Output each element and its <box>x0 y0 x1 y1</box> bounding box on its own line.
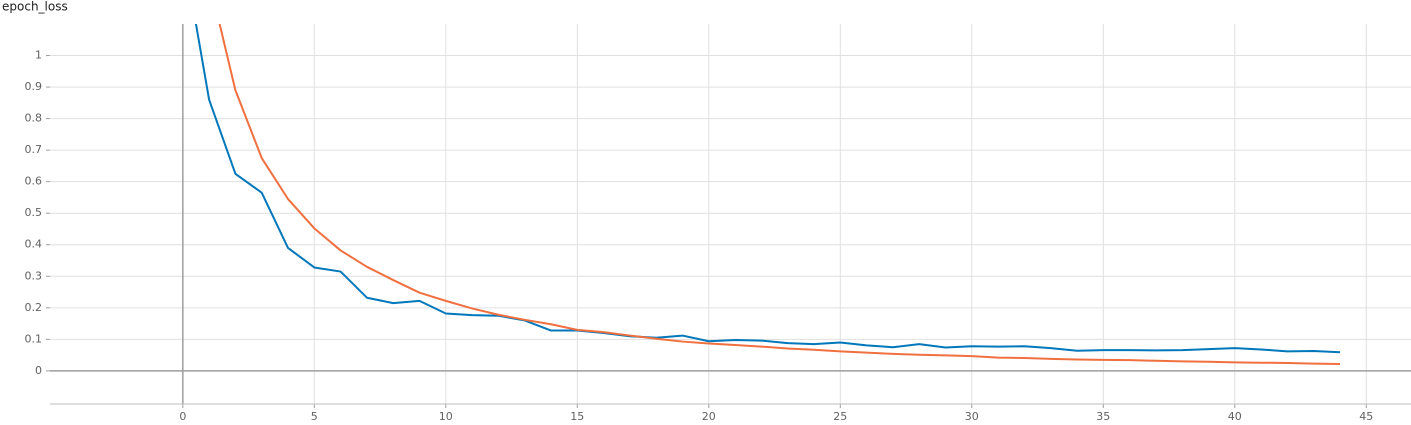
y-tick-label: 0.1 <box>25 332 43 345</box>
y-tick-label: 0.8 <box>25 112 43 125</box>
x-tick-label: 45 <box>1359 410 1373 423</box>
x-tick-label: 35 <box>1096 410 1110 423</box>
x-tick-label: 10 <box>439 410 453 423</box>
y-tick-label: 0.5 <box>25 206 43 219</box>
x-tick-label: 5 <box>311 410 318 423</box>
series-line <box>218 24 1341 365</box>
y-tick-label: 0.9 <box>25 80 43 93</box>
x-tick-label: 15 <box>570 410 584 423</box>
series-line <box>194 24 1341 354</box>
y-tick-label: 1 <box>35 49 42 62</box>
y-tick-label: 0.4 <box>25 238 43 251</box>
x-tick-label: 20 <box>702 410 716 423</box>
x-tick-label: 30 <box>965 410 979 423</box>
y-tick-label: 0.2 <box>25 301 43 314</box>
x-tick-label: 25 <box>833 410 847 423</box>
grid <box>46 24 1411 408</box>
y-tick-label: 0.6 <box>25 175 43 188</box>
y-tick-label: 0 <box>35 364 42 377</box>
y-tick-label: 0.3 <box>25 269 43 282</box>
plot-area <box>194 24 1341 365</box>
x-tick-label: 0 <box>179 410 186 423</box>
chart-title: epoch_loss <box>2 0 68 14</box>
x-tick-label: 40 <box>1228 410 1242 423</box>
y-tick-label: 0.7 <box>25 143 43 156</box>
